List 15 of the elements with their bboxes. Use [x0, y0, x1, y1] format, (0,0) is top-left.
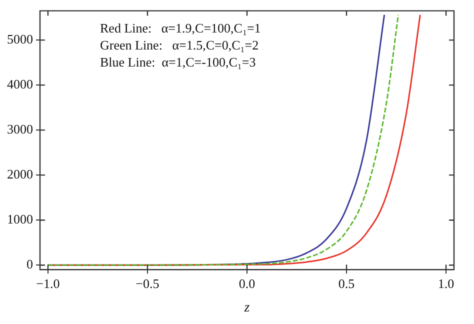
- y-tick-label: 0: [26, 256, 33, 272]
- annotation: Blue Line: α=1,C=-100,C₁=3: [100, 54, 256, 70]
- y-tick-label: 3000: [7, 121, 33, 136]
- x-tick-label: 1.0: [438, 276, 454, 291]
- x-tick-label: 0.0: [238, 276, 256, 291]
- y-tick-label: 5000: [7, 31, 33, 46]
- annotation: Red Line: α=1.9,C=100,C₁=1: [100, 20, 261, 36]
- annotation: Green Line: α=1.5,C=0,C₁=2: [100, 38, 259, 53]
- y-tick-label: 1000: [7, 212, 33, 227]
- x-tick-label: 0.5: [338, 276, 355, 291]
- y-tick-label: 2000: [7, 166, 33, 182]
- x-tick-label: −1.0: [36, 276, 60, 291]
- y-tick-label: 4000: [7, 76, 33, 92]
- x-axis-title: z: [243, 300, 250, 316]
- x-tick-label: −0.5: [136, 276, 160, 291]
